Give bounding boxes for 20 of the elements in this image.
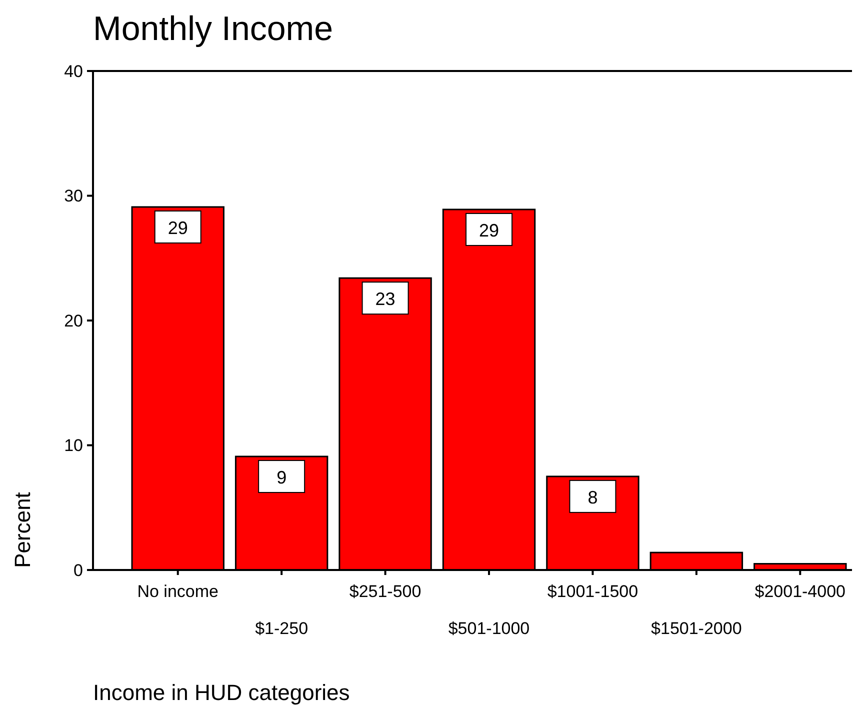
x-tick-label: No income — [137, 582, 218, 601]
data-label: 8 — [588, 487, 598, 508]
data-label: 9 — [276, 467, 287, 488]
y-tick-label: 10 — [64, 436, 83, 456]
y-axis-title: Percent — [10, 492, 35, 568]
data-label: 29 — [168, 218, 188, 238]
y-tick-label: 30 — [64, 186, 83, 206]
data-label: 23 — [375, 289, 396, 310]
x-tick-label: $1001-1500 — [547, 582, 638, 601]
x-tick-label: $501-1000 — [448, 619, 530, 638]
data-label: 29 — [478, 220, 500, 240]
x-tick-label: $2001-4000 — [754, 582, 846, 601]
chart-title: Monthly Income — [93, 10, 333, 48]
x-tick-label: $1501-2000 — [651, 619, 742, 638]
y-tick-label: 40 — [64, 62, 83, 81]
x-tick-label: $251-500 — [349, 582, 422, 601]
y-tick-label: 0 — [74, 560, 83, 580]
x-tick-label: $1-250 — [255, 619, 308, 638]
y-tick-label: 20 — [64, 311, 83, 330]
x-axis-title: Income in HUD categories — [93, 680, 350, 705]
